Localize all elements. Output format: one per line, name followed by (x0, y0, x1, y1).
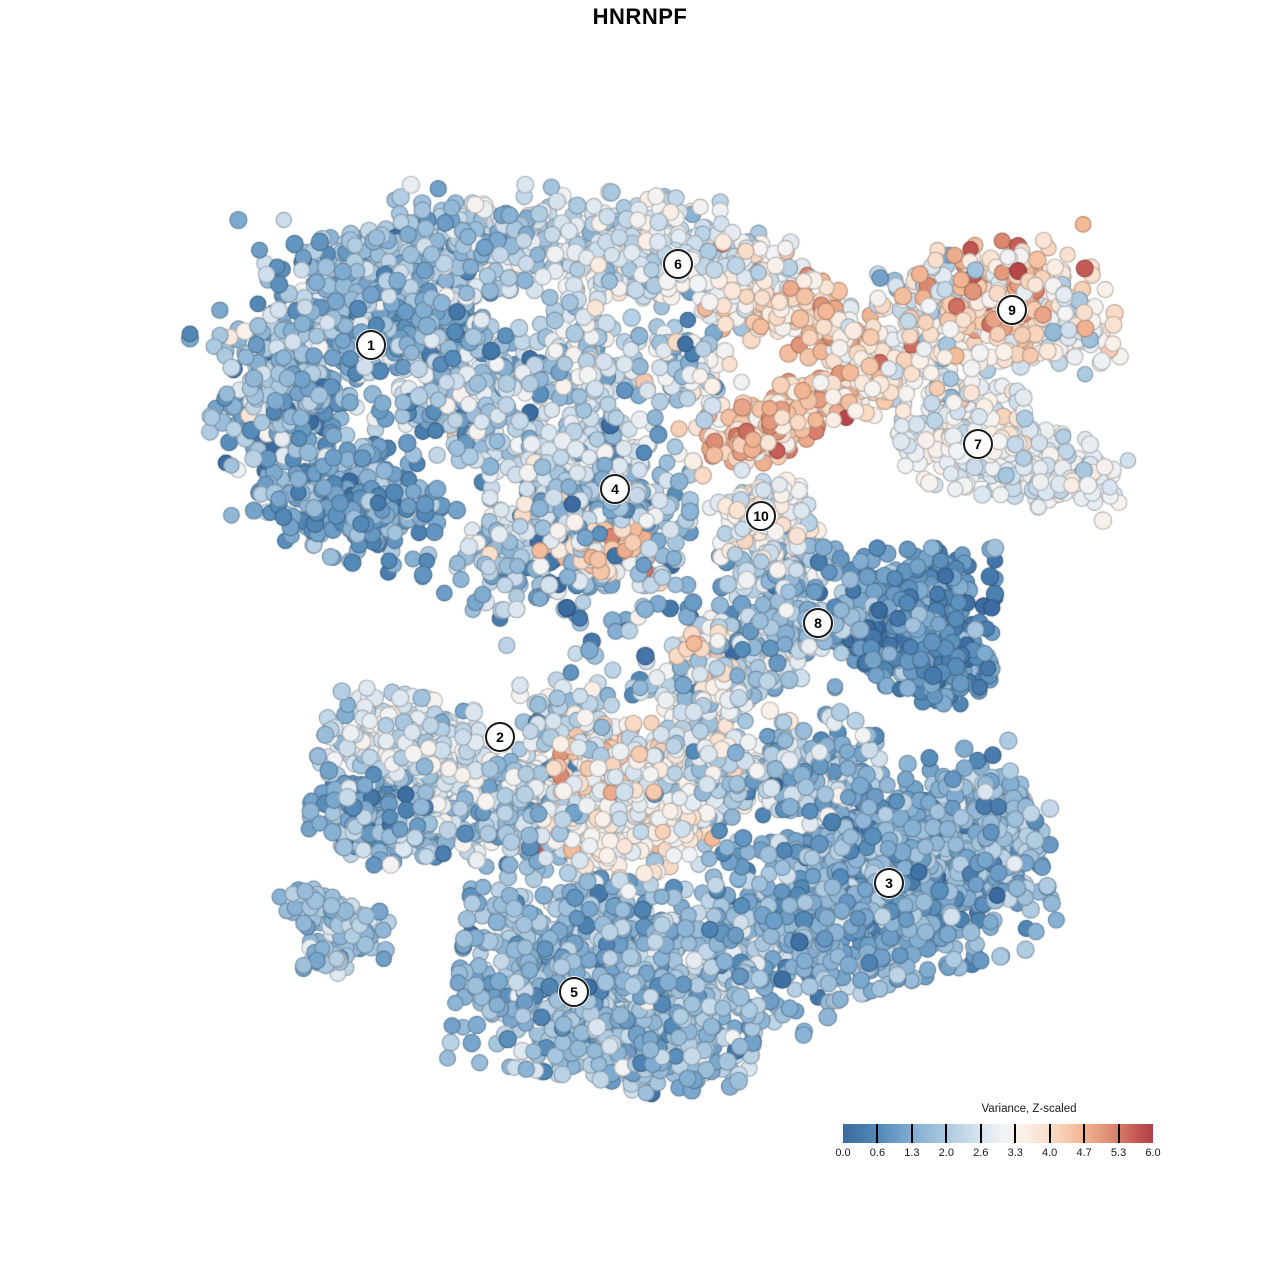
plot-title: HNRNPF (592, 4, 688, 29)
legend-title: Variance, Z-scaled (981, 1103, 1077, 1115)
colorbar-legend: Variance, Z-scaled 0.0 0.6 1.3 2.0 2.6 3.3 4.0… (835, 1103, 1160, 1161)
colorbar-tick-label: 2.0 (938, 1147, 954, 1159)
colorbar-tick-label: 0.6 (869, 1147, 886, 1159)
colorbar-tick-label: 4.7 (1076, 1147, 1092, 1159)
colorbar-tick-line (1014, 1124, 1017, 1143)
colorbar-tick-label: 6.0 (1145, 1147, 1161, 1159)
colorbar-tick-label: 3.3 (1007, 1147, 1023, 1159)
colorbar-tick-label: 5.3 (1110, 1147, 1127, 1159)
colorbar-tick-line (876, 1124, 879, 1143)
colorbar-tick-line (1117, 1124, 1120, 1143)
colorbar-tick-label: 0.0 (835, 1147, 851, 1159)
colorbar-tick-labels: 0.0 0.6 1.3 2.0 2.6 3.3 4.0 4.7 5.3 6.0 (835, 1147, 1160, 1161)
colorbar-tick-label: 2.6 (973, 1147, 989, 1159)
colorbar-tick-line (1083, 1124, 1086, 1143)
colorbar-gradient (843, 1124, 1153, 1143)
colorbar-tick-line (1048, 1124, 1051, 1143)
colorbar-tick-line (979, 1124, 982, 1143)
colorbar-tick-label: 4.0 (1042, 1147, 1058, 1159)
colorbar-tick-label: 1.3 (904, 1147, 920, 1159)
colorbar-tick-line (945, 1124, 948, 1143)
colorbar-tick-line (910, 1124, 913, 1143)
